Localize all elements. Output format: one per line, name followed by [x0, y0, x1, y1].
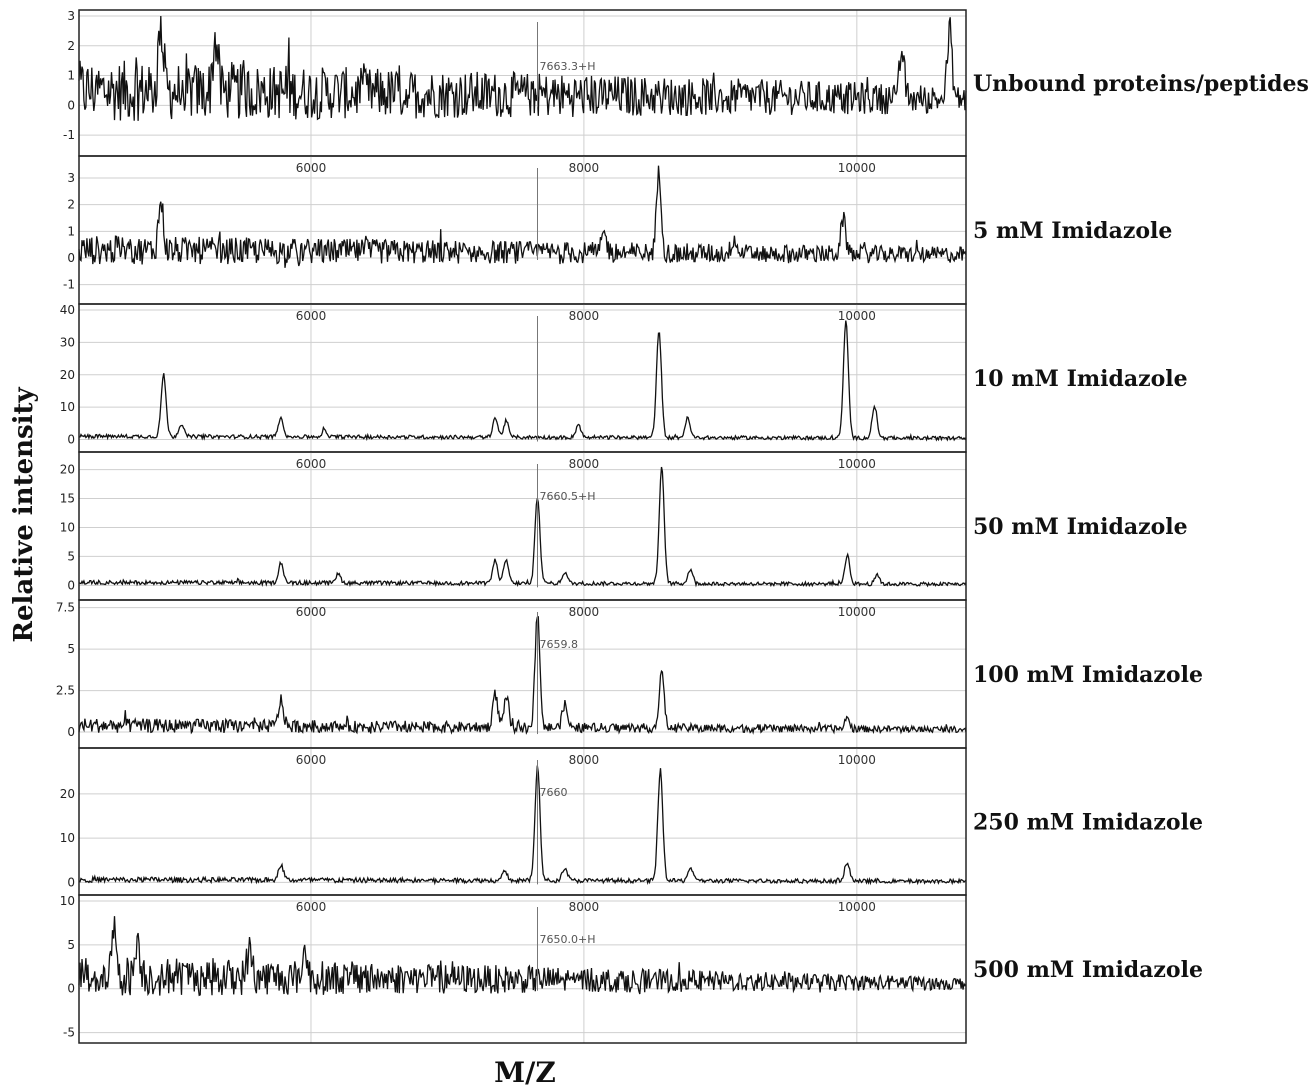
condition-label: 100 mM Imidazole — [973, 662, 1203, 688]
x-tick-label: 10000 — [838, 900, 876, 914]
y-tick-label: 20 — [60, 463, 75, 477]
x-tick-label: 8000 — [569, 309, 600, 323]
x-tick-label: 10000 — [838, 309, 876, 323]
y-tick-label: 0 — [67, 725, 75, 739]
spectrum-trace — [78, 916, 967, 997]
spectrum-trace — [78, 165, 967, 268]
condition-label: 250 mM Imidazole — [973, 810, 1203, 836]
y-tick-label: -1 — [63, 128, 75, 142]
y-tick-label: 15 — [60, 492, 75, 506]
y-tick-label: -1 — [63, 278, 75, 292]
spectrum-trace — [78, 765, 967, 886]
y-tick-label: 10 — [60, 831, 75, 845]
x-tick-label: 6000 — [296, 900, 327, 914]
y-tick-label: 7.5 — [56, 601, 75, 615]
x-tick-label: 6000 — [296, 309, 327, 323]
peak-marker-label: 7650.0+H — [540, 933, 596, 946]
spectrum-panel: 6000 8000 10000 3 2 1 0 -1 5 mM Imidazole — [63, 155, 1172, 305]
condition-label: 50 mM Imidazole — [973, 514, 1188, 540]
panel-frame — [78, 747, 967, 896]
y-tick-label: 3 — [67, 9, 75, 23]
x-tick-label: 10000 — [838, 161, 876, 175]
condition-label: Unbound proteins/peptides — [973, 71, 1309, 97]
spectrum-trace — [78, 320, 967, 442]
y-tick-label: 5 — [67, 938, 75, 952]
x-tick-label: 10000 — [838, 457, 876, 471]
x-tick-label: 10000 — [838, 605, 876, 619]
y-tick-label: 20 — [60, 787, 75, 801]
peak-marker-label: 7660.5+H — [540, 490, 596, 503]
y-tick-label: 2 — [67, 39, 75, 53]
x-tick-label: 8000 — [569, 900, 600, 914]
y-tick-label: 0 — [67, 578, 75, 592]
x-tick-label: 6000 — [296, 605, 327, 619]
y-tick-label: 3 — [67, 171, 75, 185]
y-tick-label: 20 — [60, 368, 75, 382]
spectrum-trace — [78, 15, 967, 121]
spectrum-panel: 3 2 1 0 -1 7663.3+H Unbound proteins/peptides — [63, 9, 1309, 157]
spectrum-trace — [78, 616, 967, 735]
y-tick-label: 40 — [60, 303, 75, 317]
y-tick-label: 1 — [67, 224, 75, 238]
panel-frame — [78, 451, 967, 601]
y-tick-label: 1 — [67, 69, 75, 83]
spectrum-panel: 6000 8000 10000 10 5 0 -5 7650.0+H 500 mM Imidaz… — [60, 894, 1203, 1044]
x-tick-label: 10000 — [838, 753, 876, 767]
y-tick-label: 10 — [60, 400, 75, 414]
y-tick-label: 10 — [60, 520, 75, 534]
x-tick-label: 6000 — [296, 161, 327, 175]
condition-label: 5 mM Imidazole — [973, 218, 1172, 244]
y-tick-label: 5 — [67, 549, 75, 563]
panel-frame — [78, 303, 967, 453]
x-tick-label: 8000 — [569, 605, 600, 619]
y-tick-label: 5 — [67, 642, 75, 656]
spectrum-panel: 6000 8000 10000 20 15 10 5 0 7660.5+H 50 mM Imida… — [60, 451, 1188, 601]
x-tick-label: 6000 — [296, 457, 327, 471]
spectrum-trace — [78, 466, 967, 588]
y-tick-label: 2.5 — [56, 684, 75, 698]
spectrum-panel: 6000 8000 10000 20 10 0 7660 250 mM Imidazole — [60, 747, 1203, 896]
y-tick-label: 10 — [60, 894, 75, 908]
y-tick-label: 0 — [67, 982, 75, 996]
x-axis-label: M/Z — [494, 1056, 556, 1089]
peak-marker-label: 7659.8 — [540, 638, 579, 651]
peak-marker-label: 7660 — [540, 786, 568, 799]
panel-frame — [78, 894, 967, 1044]
y-tick-label: 0 — [67, 98, 75, 112]
y-tick-label: 30 — [60, 335, 75, 349]
condition-label: 10 mM Imidazole — [973, 366, 1188, 392]
x-tick-label: 8000 — [569, 457, 600, 471]
y-tick-label: 0 — [67, 251, 75, 265]
spectrum-panel: 6000 8000 10000 40 30 20 10 0 10 mM Imidazole — [60, 303, 1188, 453]
x-tick-label: 8000 — [569, 161, 600, 175]
y-tick-label: -5 — [63, 1026, 75, 1040]
y-tick-label: 0 — [67, 875, 75, 889]
condition-label: 500 mM Imidazole — [973, 957, 1203, 983]
peak-marker-label: 7663.3+H — [540, 60, 596, 73]
y-tick-label: 0 — [67, 433, 75, 447]
y-tick-label: 2 — [67, 198, 75, 212]
x-tick-label: 8000 — [569, 753, 600, 767]
x-tick-label: 6000 — [296, 753, 327, 767]
spectrum-panel: 6000 8000 10000 7.5 5 2.5 0 7659.8 100 mM Imidaz… — [56, 599, 1203, 749]
